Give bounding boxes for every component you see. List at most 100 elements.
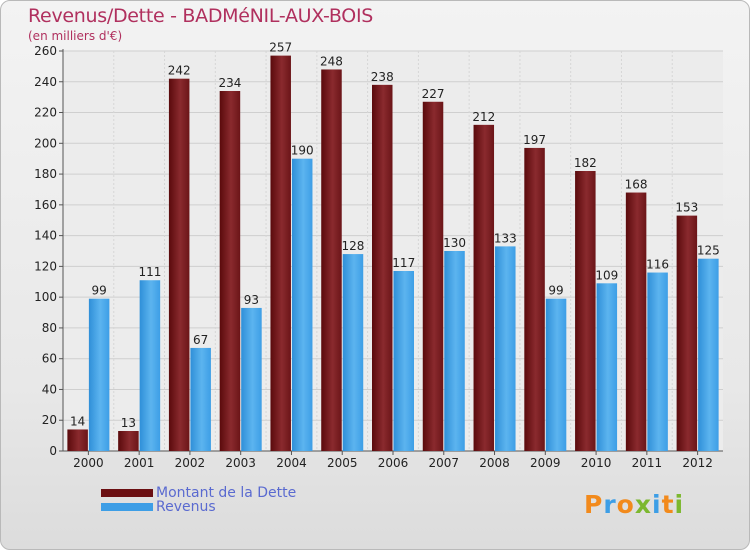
bar-revenus: [698, 258, 719, 451]
y-tick-label: 140: [34, 229, 57, 243]
x-tick-label: 2004: [276, 456, 307, 470]
data-label-revenus: 99: [548, 284, 563, 298]
data-label-revenus: 130: [443, 236, 466, 250]
data-label-dette: 238: [371, 70, 394, 84]
data-label-revenus: 67: [193, 333, 208, 347]
logo-letter: i: [674, 490, 685, 519]
bar-revenus: [342, 254, 364, 451]
bar-revenus: [190, 347, 211, 451]
x-tick-label: 2009: [530, 456, 561, 470]
y-tick-label: 20: [42, 413, 57, 427]
legend-swatch-dette: [101, 489, 153, 497]
bar-dette: [625, 192, 647, 452]
y-tick-label: 240: [34, 75, 57, 89]
bar-dette: [118, 431, 139, 451]
chart-subtitle: (en milliers d'€): [28, 29, 123, 43]
x-tick-label: 2011: [632, 456, 663, 470]
data-label-dette: 197: [523, 133, 546, 147]
data-label-revenus: 116: [646, 258, 669, 272]
y-tick-label: 220: [34, 106, 57, 120]
data-label-revenus: 99: [91, 284, 106, 298]
data-label-dette: 242: [168, 64, 191, 78]
chart-title: Revenus/Dette - BADMéNIL-AUX-BOIS: [28, 5, 374, 27]
x-tick-label: 2012: [682, 456, 713, 470]
y-tick-label: 260: [34, 44, 57, 58]
bar-dette: [422, 101, 444, 452]
bar-revenus: [444, 251, 465, 451]
data-label-dette: 212: [472, 110, 495, 124]
bar-revenus: [495, 246, 516, 451]
data-label-dette: 14: [70, 414, 85, 428]
y-tick-label: 60: [42, 352, 57, 366]
data-label-dette: 257: [269, 41, 292, 55]
legend-item-dette: Montant de la Dette: [101, 486, 296, 500]
logo-letter: i: [652, 490, 662, 519]
data-label-dette: 168: [625, 178, 648, 192]
legend-label-revenus: Revenus: [156, 499, 216, 515]
legend-swatch-revenus: [101, 503, 153, 511]
logo-letter: t: [661, 490, 675, 519]
logo-letter: r: [603, 490, 617, 519]
data-label-revenus: 128: [342, 239, 365, 253]
data-label-revenus: 109: [595, 268, 618, 282]
bar-revenus: [596, 283, 618, 451]
grid-lines: [63, 50, 723, 452]
x-tick-label: 2007: [428, 456, 459, 470]
data-label-dette: 234: [218, 76, 241, 90]
bar-dette: [524, 147, 545, 451]
plot-area: [63, 51, 723, 451]
bar-dette: [676, 215, 698, 451]
bar-revenus: [393, 271, 414, 451]
logo-letter: o: [616, 490, 635, 519]
bar-revenus: [647, 272, 668, 451]
legend: Montant de la Dette Revenus: [101, 486, 296, 514]
bar-revenus: [139, 280, 161, 451]
bar-revenus: [291, 158, 313, 451]
x-tick-label: 2006: [378, 456, 409, 470]
x-tick-label: 2010: [581, 456, 612, 470]
data-label-dette: 248: [320, 54, 343, 68]
x-tick-label: 2002: [175, 456, 206, 470]
bar-revenus: [241, 307, 262, 451]
y-tick-label: 40: [42, 382, 57, 396]
bar-dette: [575, 171, 596, 451]
legend-label-dette: Montant de la Dette: [156, 485, 297, 501]
bar-revenus: [545, 298, 567, 451]
data-label-dette: 153: [675, 201, 698, 215]
data-label-dette: 182: [574, 156, 597, 170]
y-tick-label: 200: [34, 136, 57, 150]
bar-dette: [321, 69, 342, 451]
x-tick-label: 2008: [479, 456, 510, 470]
bar-dette: [168, 78, 190, 451]
data-label-dette: 227: [422, 87, 445, 101]
bars: [67, 55, 719, 452]
y-tick-label: 80: [42, 321, 57, 335]
data-label-revenus: 93: [244, 293, 259, 307]
logo-letter: x: [634, 490, 652, 519]
data-label-dette: 13: [121, 416, 136, 430]
x-tick-label: 2000: [73, 456, 104, 470]
data-label-revenus: 117: [392, 256, 415, 270]
y-tick-label: 160: [34, 198, 57, 212]
logo-letter: P: [584, 490, 604, 519]
data-label-revenus: 111: [138, 265, 161, 279]
y-tick-label: 100: [34, 290, 57, 304]
legend-item-revenus: Revenus: [101, 500, 296, 514]
labels: 0 20 40 60 80 100 120 140 160 180 200 220 240 260 14 99…: [34, 41, 720, 470]
x-tick-label: 2003: [225, 456, 256, 470]
y-tick-label: 0: [49, 444, 57, 458]
x-tick-label: 2005: [327, 456, 358, 470]
bar-dette: [473, 124, 495, 451]
x-tick-label: 2001: [124, 456, 155, 470]
data-label-revenus: 125: [697, 244, 720, 258]
proxiti-logo: Proxiti: [584, 490, 684, 519]
data-label-revenus: 133: [494, 231, 517, 245]
bar-dette: [219, 91, 241, 451]
y-tick-label: 120: [34, 259, 57, 273]
data-label-revenus: 190: [291, 144, 314, 158]
bar-dette: [372, 84, 393, 451]
bar-dette: [270, 55, 291, 451]
bar-revenus: [88, 298, 110, 451]
